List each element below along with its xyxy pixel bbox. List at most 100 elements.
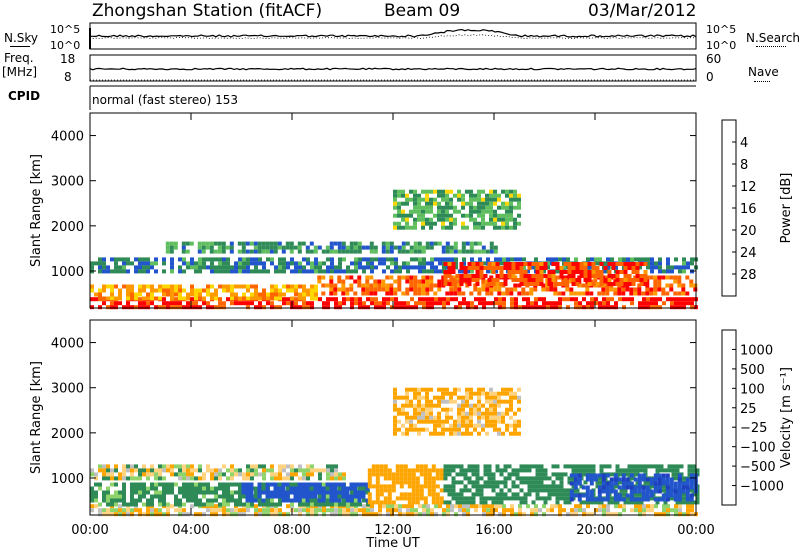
data-cell bbox=[478, 257, 482, 262]
beam-label: Beam 09 bbox=[384, 1, 461, 21]
data-cell bbox=[318, 297, 322, 302]
data-cell bbox=[595, 266, 600, 270]
data-cell bbox=[567, 262, 572, 266]
data-cell bbox=[403, 468, 408, 473]
data-cell bbox=[493, 287, 498, 292]
data-cell bbox=[509, 213, 513, 218]
data-cell bbox=[158, 284, 162, 289]
data-cell bbox=[606, 512, 610, 517]
data-cell bbox=[437, 423, 441, 428]
data-cell bbox=[555, 464, 560, 469]
data-cell bbox=[457, 395, 461, 400]
freq-tick-bottom: 8 bbox=[64, 70, 72, 84]
data-cell bbox=[627, 278, 632, 282]
data-cell bbox=[357, 245, 362, 250]
data-cell bbox=[375, 484, 380, 489]
data-cell bbox=[585, 497, 590, 502]
data-region-1 bbox=[90, 284, 318, 301]
data-cell bbox=[481, 279, 486, 284]
data-cell bbox=[449, 213, 453, 218]
data-cell bbox=[314, 292, 318, 297]
data-cell bbox=[378, 261, 382, 266]
data-cell bbox=[110, 476, 114, 481]
data-cell bbox=[615, 468, 620, 473]
x-tick-label: 12:00 bbox=[374, 523, 411, 538]
data-cell bbox=[497, 287, 502, 292]
data-cell bbox=[354, 512, 358, 517]
data-cell bbox=[461, 431, 465, 436]
data-cell bbox=[530, 305, 534, 310]
data-cell bbox=[130, 490, 134, 495]
data-cell bbox=[473, 193, 477, 198]
data-cell bbox=[114, 468, 118, 473]
data-cell bbox=[214, 512, 218, 517]
data-cell bbox=[379, 484, 384, 489]
data-cell bbox=[166, 482, 170, 487]
data-cell bbox=[142, 486, 146, 491]
data-cell bbox=[477, 221, 481, 226]
data-cell bbox=[679, 464, 684, 469]
data-cell bbox=[274, 472, 278, 477]
data-cell bbox=[238, 257, 242, 262]
data-cell bbox=[567, 266, 572, 270]
data-cell bbox=[437, 201, 441, 206]
data-cell bbox=[342, 512, 346, 517]
data-cell bbox=[493, 225, 497, 230]
data-cell bbox=[641, 497, 646, 502]
data-cell bbox=[333, 486, 338, 491]
data-cell bbox=[362, 265, 366, 270]
data-cell bbox=[194, 482, 198, 487]
data-cell bbox=[485, 209, 489, 214]
data-cell bbox=[526, 297, 530, 302]
data-cell bbox=[229, 245, 234, 250]
data-cell bbox=[146, 261, 150, 266]
data-cell bbox=[497, 217, 501, 222]
data-cell bbox=[146, 502, 150, 507]
data-cell bbox=[118, 490, 122, 495]
data-cell bbox=[406, 512, 410, 517]
data-cell bbox=[114, 464, 118, 469]
data-cell bbox=[489, 209, 493, 214]
y-axis-label: Slant Range [km] bbox=[29, 361, 44, 474]
data-cell bbox=[445, 241, 450, 246]
data-cell bbox=[490, 508, 494, 513]
data-cell bbox=[445, 415, 449, 420]
data-cell bbox=[475, 262, 480, 266]
data-cell bbox=[402, 512, 406, 517]
data-cell bbox=[341, 241, 346, 246]
data-cell bbox=[310, 468, 314, 473]
data-cell bbox=[182, 296, 186, 301]
data-cell bbox=[470, 301, 474, 306]
data-cell bbox=[441, 431, 445, 436]
data-cell bbox=[330, 508, 334, 513]
data-cell bbox=[482, 512, 486, 517]
data-cell bbox=[146, 476, 150, 481]
data-cell bbox=[445, 213, 449, 218]
data-cell bbox=[657, 283, 662, 288]
data-cell bbox=[506, 508, 510, 513]
data-cell bbox=[429, 287, 434, 292]
data-cell bbox=[170, 490, 174, 495]
data-cell bbox=[214, 257, 218, 262]
data-cell bbox=[611, 500, 616, 505]
data-cell bbox=[665, 477, 670, 482]
data-cell bbox=[457, 193, 461, 198]
data-cell bbox=[651, 484, 656, 489]
data-cell bbox=[102, 257, 106, 262]
data-cell bbox=[630, 297, 634, 302]
data-cell bbox=[677, 497, 682, 502]
data-cell bbox=[393, 427, 397, 432]
data-cell bbox=[421, 395, 425, 400]
data-cell bbox=[134, 269, 138, 274]
data-cell bbox=[551, 278, 556, 282]
data-cell bbox=[345, 287, 350, 292]
data-cell bbox=[198, 512, 202, 517]
data-cell bbox=[585, 493, 590, 498]
data-cell bbox=[521, 291, 526, 296]
nsearch-tick-top: 10^5 bbox=[706, 23, 737, 36]
data-cell bbox=[661, 287, 666, 292]
data-cell bbox=[298, 292, 302, 297]
data-cell bbox=[242, 265, 246, 270]
data-cell bbox=[286, 261, 290, 266]
data-cell bbox=[391, 476, 396, 481]
